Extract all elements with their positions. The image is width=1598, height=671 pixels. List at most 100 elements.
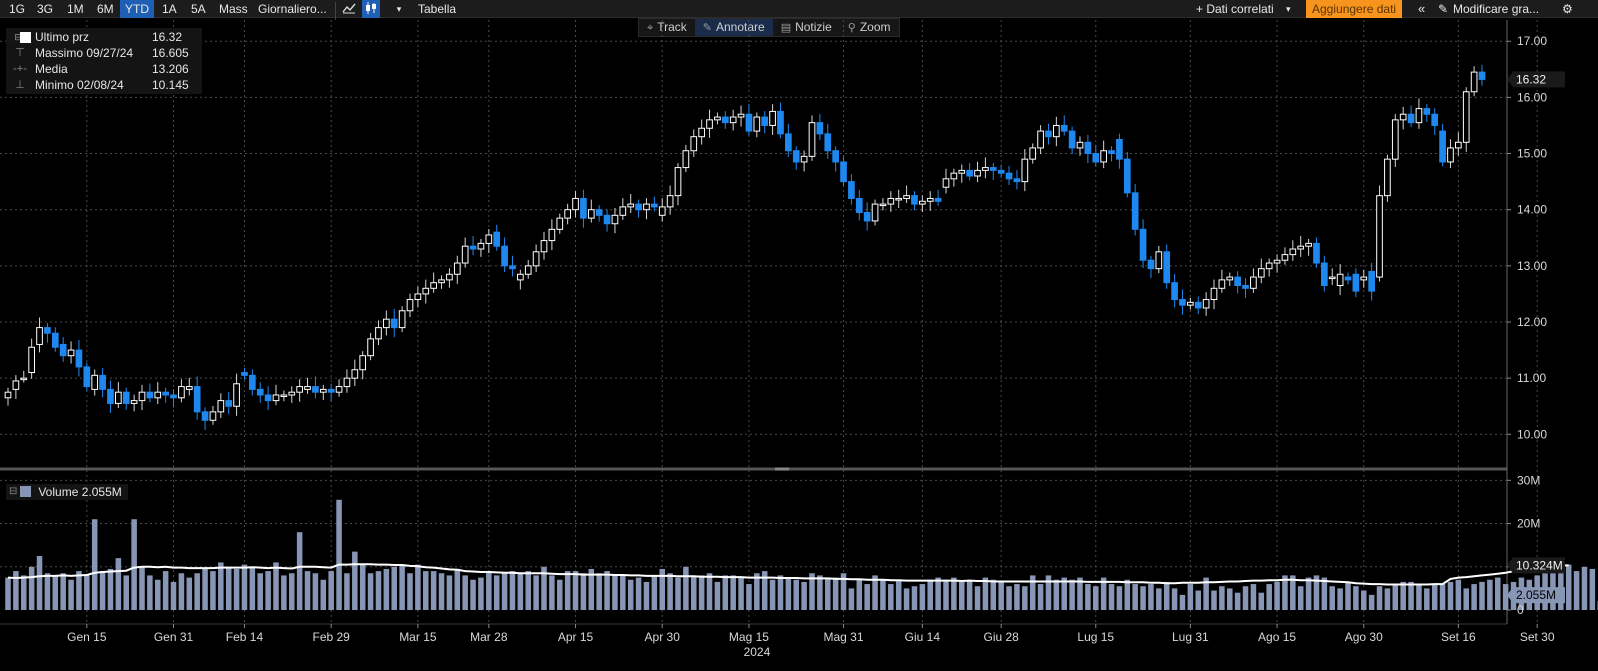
candle xyxy=(1021,149,1029,192)
volume-bar xyxy=(541,566,547,610)
low-marker-icon: ⊥ xyxy=(15,79,25,91)
volume-bar xyxy=(470,579,476,610)
candle xyxy=(1108,146,1115,162)
candle xyxy=(785,123,792,157)
x-tick-label: Giu 14 xyxy=(905,630,941,644)
period-ytd-button[interactable]: YTD xyxy=(120,0,154,18)
candle-body-down xyxy=(1234,276,1241,287)
candle-body-up xyxy=(1226,276,1234,281)
candle-body-down xyxy=(170,394,177,399)
related-data-button[interactable]: + Dati correlati xyxy=(1196,2,1274,16)
volume-bar xyxy=(1195,590,1201,610)
legend-row-low: ⊥ Minimo 02/08/24 10.145 xyxy=(6,77,202,93)
candle xyxy=(146,383,154,403)
add-data-button[interactable]: Aggiungere dati xyxy=(1306,0,1403,18)
candle-body-up xyxy=(1415,108,1423,124)
collapse-icon[interactable]: ⊟ xyxy=(14,32,22,42)
frequency-dropdown[interactable]: Giornaliero... xyxy=(258,2,327,16)
price-tick-label: 11.00 xyxy=(1517,371,1546,385)
candle-body-up xyxy=(115,391,122,404)
volume-bar xyxy=(375,571,382,610)
volume-bar xyxy=(1408,581,1414,610)
candle-body-up xyxy=(233,383,240,407)
volume-bar xyxy=(1061,577,1067,610)
volume-bar xyxy=(1321,577,1328,610)
zoom-button[interactable]: ⚲ Zoom xyxy=(840,19,899,36)
volume-bar xyxy=(903,588,910,610)
modify-chart-button[interactable]: Modificare gra... xyxy=(1453,2,1540,16)
candle-body-up xyxy=(1273,259,1281,264)
candle-body-down xyxy=(1139,228,1147,261)
track-button[interactable]: ⌖ Track xyxy=(639,19,695,36)
volume-bar xyxy=(1250,584,1257,610)
x-tick-label: Feb 29 xyxy=(312,630,350,644)
volume-legend: ⊟ Volume 2.055M xyxy=(6,484,128,500)
related-data-caret-icon[interactable]: ▾ xyxy=(1286,4,1291,14)
volume-bar xyxy=(825,577,831,610)
candle xyxy=(430,272,437,293)
volume-bar xyxy=(1329,586,1335,610)
candle xyxy=(832,146,839,172)
period-3d-button[interactable]: 3G xyxy=(37,2,54,16)
collapse-icon[interactable]: ⊟ xyxy=(9,486,18,497)
volume-bar xyxy=(1471,584,1477,610)
candle-body-down xyxy=(603,214,611,225)
volume-bar xyxy=(281,575,287,610)
candlestick-icon[interactable] xyxy=(362,0,380,18)
legend-row-last: ⊟ Ultimo prz 16.32 xyxy=(6,29,202,45)
track-label: Track xyxy=(657,20,687,34)
candle xyxy=(989,163,997,180)
candle xyxy=(706,109,713,138)
volume-bar xyxy=(635,577,642,610)
candle-body-up xyxy=(879,203,887,207)
volume-bar xyxy=(864,584,870,610)
volume-bar xyxy=(501,573,508,610)
volume-bar xyxy=(714,581,721,610)
candle xyxy=(895,189,903,209)
double-chevron-left-icon[interactable]: « xyxy=(1418,1,1426,16)
volume-bar xyxy=(1337,588,1343,610)
period-1m-button[interactable]: 1M xyxy=(67,2,84,16)
volume-tick-label: 20M xyxy=(1517,517,1540,531)
candle xyxy=(217,393,225,419)
candle-body-down xyxy=(83,366,91,388)
candle-body-up xyxy=(1289,248,1297,256)
candle-body-up xyxy=(706,119,713,129)
candle xyxy=(1242,278,1249,298)
volume-bar xyxy=(186,577,193,610)
period-5y-button[interactable]: 5A xyxy=(191,2,206,16)
annotate-button[interactable]: ✎ Annotare xyxy=(694,19,773,36)
period-1y-button[interactable]: 1A xyxy=(162,2,177,16)
candle-body-up xyxy=(753,116,761,132)
candle-body-up xyxy=(1265,262,1273,270)
volume-bar xyxy=(1424,588,1430,610)
candle xyxy=(201,407,209,430)
candle xyxy=(28,338,35,379)
candle-body-down xyxy=(469,245,477,250)
x-tick-label: Apr 30 xyxy=(645,630,681,644)
candle-body-up xyxy=(619,206,627,216)
volume-bar xyxy=(60,573,66,610)
period-6m-button[interactable]: 6M xyxy=(97,2,114,16)
gear-icon[interactable]: ⚙ xyxy=(1562,2,1573,16)
candle xyxy=(193,376,201,420)
volume-bar xyxy=(99,571,106,610)
news-button[interactable]: ▤ Notizie xyxy=(773,19,840,36)
dropdown-caret-icon[interactable]: ▾ xyxy=(396,4,402,14)
line-chart-icon[interactable] xyxy=(340,0,358,18)
candle xyxy=(304,377,311,394)
volume-bar xyxy=(895,579,902,610)
period-1d-button[interactable]: 1G xyxy=(9,2,26,16)
candle xyxy=(548,219,556,251)
period-max-button[interactable]: Mass xyxy=(219,2,248,16)
volume-bar xyxy=(840,573,847,610)
table-button[interactable]: Tabella xyxy=(418,2,457,16)
candle xyxy=(737,105,745,127)
candle xyxy=(335,379,343,397)
candle xyxy=(1250,268,1257,293)
candle xyxy=(643,198,650,220)
candle xyxy=(982,157,989,179)
candle-body-down xyxy=(1179,299,1186,306)
candle-body-up xyxy=(1218,279,1226,289)
